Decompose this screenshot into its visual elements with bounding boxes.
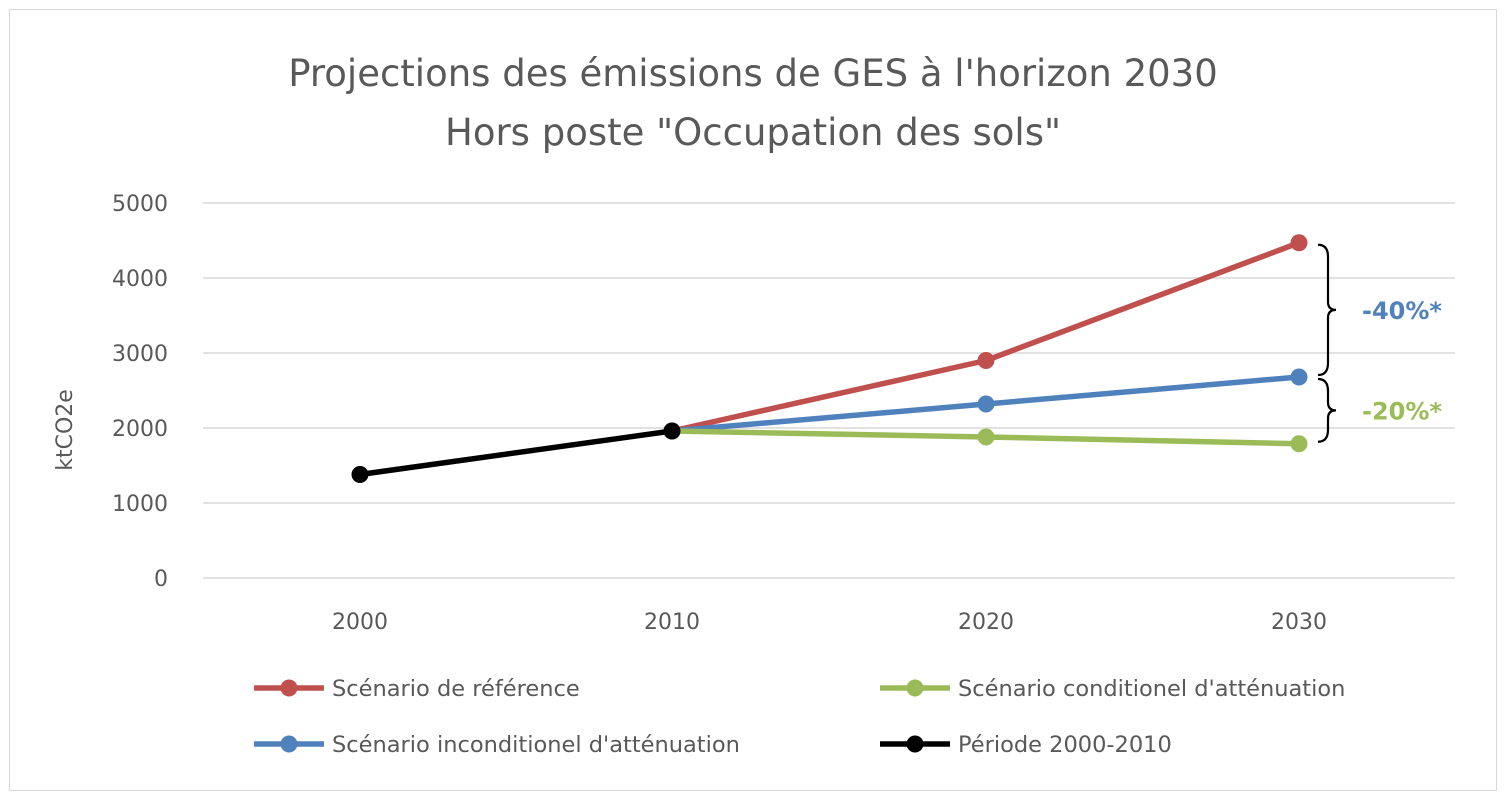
y-tick-label: 2000 xyxy=(112,417,168,442)
x-tick-label: 2030 xyxy=(1271,610,1327,635)
data-point xyxy=(977,395,995,413)
data-point xyxy=(1290,435,1308,453)
x-tick-label: 2020 xyxy=(958,610,1014,635)
data-point xyxy=(663,422,681,440)
legend-label: Scénario conditionel d'atténuation xyxy=(958,676,1345,702)
data-point xyxy=(351,466,369,483)
legend: Scénario de référence Scénario conditione… xyxy=(254,676,1345,758)
legend-label: Scénario inconditionel d'atténuation xyxy=(332,732,740,758)
legend-item: Scénario de référence xyxy=(254,676,580,702)
data-point xyxy=(977,428,995,446)
series-3 xyxy=(351,422,681,483)
legend-item: Scénario inconditionel d'atténuation xyxy=(254,732,740,758)
y-axis-label: ktCO2e xyxy=(53,389,78,471)
x-tick-label: 2000 xyxy=(332,610,388,635)
data-point xyxy=(977,352,995,369)
y-tick-label: 3000 xyxy=(112,342,168,367)
y-tick-labels: 0 1000 2000 3000 4000 5000 xyxy=(112,192,168,592)
legend-label: Scénario de référence xyxy=(332,676,580,702)
series-layer xyxy=(351,234,1308,483)
legend-swatch-marker xyxy=(906,735,924,753)
legend-item: Période 2000-2010 xyxy=(880,732,1172,758)
annotations-layer: -40%* -20%* xyxy=(1317,243,1442,443)
brace xyxy=(1317,377,1337,443)
legend-item: Scénario conditionel d'atténuation xyxy=(880,676,1345,702)
legend-swatch-marker xyxy=(280,735,298,753)
brace xyxy=(1317,243,1337,377)
chart-frame xyxy=(9,9,1497,791)
series-line xyxy=(359,428,673,478)
annotation-label: -40%* xyxy=(1362,297,1442,325)
legend-label: Période 2000-2010 xyxy=(958,732,1172,758)
x-tick-labels: 2000 2010 2020 2030 xyxy=(332,610,1327,635)
legend-swatch-marker xyxy=(280,679,298,697)
data-point xyxy=(1290,234,1308,252)
x-tick-label: 2010 xyxy=(644,610,700,635)
data-point xyxy=(1290,368,1308,386)
chart-title: Projections des émissions de GES à l'hor… xyxy=(288,52,1218,95)
y-tick-label: 5000 xyxy=(112,192,168,217)
gridlines xyxy=(203,202,1455,579)
series-1 xyxy=(663,422,1308,453)
y-tick-label: 4000 xyxy=(112,267,168,292)
y-tick-label: 1000 xyxy=(112,492,168,517)
y-tick-label: 0 xyxy=(154,567,168,592)
chart-subtitle: Hors poste "Occupation des sols" xyxy=(445,111,1061,154)
annotation-label: -20%* xyxy=(1362,397,1442,425)
legend-swatch-marker xyxy=(906,679,924,697)
